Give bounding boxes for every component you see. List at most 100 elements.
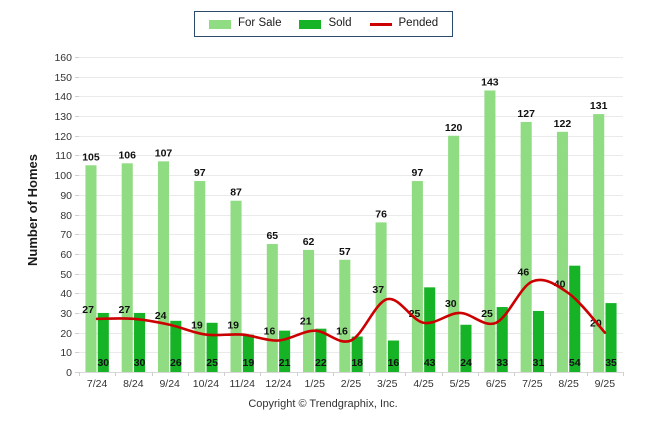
- bar-label-for-sale: 107: [155, 147, 173, 159]
- y-tick-label: 30: [60, 308, 72, 320]
- bar-sold[interactable]: [532, 310, 545, 372]
- bar-sold[interactable]: [569, 265, 581, 372]
- bar-group[interactable]: [520, 121, 545, 372]
- bar-group[interactable]: [339, 259, 363, 372]
- bar-sold[interactable]: [387, 340, 399, 373]
- bar-sold[interactable]: [424, 287, 436, 372]
- bar-group[interactable]: [303, 249, 327, 372]
- legend-label: For Sale: [238, 17, 282, 30]
- bar-label-for-sale: 105: [82, 151, 100, 163]
- y-tick-label: 110: [55, 150, 72, 162]
- bar-label-sold: 30: [97, 357, 109, 369]
- bar-label-sold: 16: [388, 357, 400, 369]
- bar-sold[interactable]: [351, 336, 363, 372]
- bar-sold[interactable]: [97, 312, 109, 372]
- bar-sold[interactable]: [460, 324, 472, 372]
- bar-sold[interactable]: [242, 334, 254, 372]
- legend-entry[interactable]: Pended: [369, 17, 439, 30]
- chart-legend: For Sale Sold Pended: [194, 11, 454, 37]
- legend-label: Pended: [398, 17, 439, 30]
- x-tick-label: 7/25: [522, 378, 543, 390]
- y-tick-label: 70: [60, 229, 72, 241]
- bar-group[interactable]: [266, 244, 291, 372]
- bar-label-sold: 18: [351, 357, 363, 369]
- x-tick-label: 4/25: [413, 378, 434, 390]
- bar-for-sale[interactable]: [230, 200, 242, 372]
- bar-label-sold: 25: [206, 357, 218, 369]
- bar-for-sale[interactable]: [121, 163, 133, 372]
- pended-data-label: 19: [191, 320, 203, 332]
- bar-for-sale[interactable]: [339, 259, 351, 372]
- bar-label-for-sale: 120: [445, 122, 463, 134]
- bar-for-sale[interactable]: [484, 90, 496, 372]
- bar-sold[interactable]: [279, 330, 291, 372]
- bar-label-sold: 21: [279, 357, 291, 369]
- bar-group[interactable]: [448, 135, 472, 372]
- bar-for-sale[interactable]: [303, 249, 315, 372]
- bar-sold[interactable]: [206, 322, 218, 372]
- bar-label-for-sale: 97: [412, 167, 424, 179]
- y-tick-label: 140: [54, 91, 72, 103]
- x-tick-label: 5/25: [450, 378, 471, 390]
- bar-label-sold: 26: [170, 357, 182, 369]
- pended-data-label: 30: [445, 298, 457, 310]
- y-tick-label: 20: [60, 328, 72, 340]
- bar-for-sale[interactable]: [556, 131, 568, 372]
- y-tick-label: 90: [60, 190, 72, 202]
- bar-group[interactable]: [230, 200, 254, 372]
- x-tick-label: 10/24: [193, 378, 219, 390]
- bar-groups: [85, 90, 617, 373]
- x-tick-label: 2/25: [341, 378, 362, 390]
- y-tick-label: 10: [60, 347, 72, 359]
- bar-label-for-sale: 62: [303, 236, 315, 248]
- legend-swatch-sold: [299, 19, 322, 29]
- bar-group[interactable]: [484, 90, 508, 372]
- bar-group[interactable]: [556, 131, 581, 372]
- bar-for-sale[interactable]: [157, 161, 170, 372]
- bar-group[interactable]: [157, 161, 182, 372]
- pended-data-label: 24: [155, 310, 167, 322]
- bar-label-sold: 24: [460, 357, 472, 369]
- bar-group[interactable]: [194, 181, 218, 372]
- bar-group[interactable]: [593, 114, 617, 372]
- bar-label-for-sale: 106: [118, 149, 136, 161]
- bar-for-sale[interactable]: [411, 181, 423, 372]
- bar-group[interactable]: [121, 163, 146, 372]
- x-tick-label: 1/25: [305, 378, 326, 390]
- bar-for-sale[interactable]: [375, 222, 387, 372]
- pended-data-label: 21: [300, 316, 312, 328]
- bar-sold[interactable]: [315, 328, 327, 372]
- bar-for-sale[interactable]: [448, 135, 460, 372]
- bar-for-sale[interactable]: [266, 244, 278, 372]
- x-tick-label: 7/24: [87, 378, 108, 390]
- bar-group[interactable]: [375, 222, 399, 373]
- y-tick-label: 60: [60, 249, 72, 261]
- bar-group[interactable]: [85, 165, 109, 372]
- x-tick-label: 8/25: [558, 378, 579, 390]
- bar-label-sold: 22: [315, 357, 327, 369]
- bar-for-sale[interactable]: [194, 181, 206, 372]
- bar-for-sale[interactable]: [520, 121, 532, 372]
- legend-entry[interactable]: For Sale: [209, 18, 281, 30]
- pended-data-label: 16: [264, 326, 276, 338]
- x-tick-label: 12/24: [265, 378, 291, 390]
- bar-group[interactable]: [411, 181, 436, 372]
- bar-label-for-sale: 127: [517, 108, 535, 120]
- x-tick-label: 3/25: [377, 378, 398, 390]
- bar-sold[interactable]: [170, 320, 182, 372]
- bar-sold[interactable]: [496, 307, 508, 372]
- pended-data-label: 46: [517, 266, 529, 278]
- pended-data-label: 40: [554, 278, 566, 290]
- legend-line-pended: [369, 22, 392, 26]
- bar-sold[interactable]: [605, 303, 617, 372]
- copyright-notice: Copyright © Trendgraphix, Inc.: [248, 398, 398, 410]
- bar-sold[interactable]: [134, 312, 146, 372]
- bar-label-for-sale: 122: [554, 118, 572, 130]
- x-tick-label: 9/24: [159, 378, 180, 390]
- bar-for-sale[interactable]: [593, 114, 605, 372]
- legend-label: Sold: [328, 17, 352, 30]
- x-tick-label: 6/25: [486, 378, 507, 390]
- legend-entry[interactable]: Sold: [299, 17, 352, 30]
- bar-for-sale[interactable]: [85, 165, 97, 372]
